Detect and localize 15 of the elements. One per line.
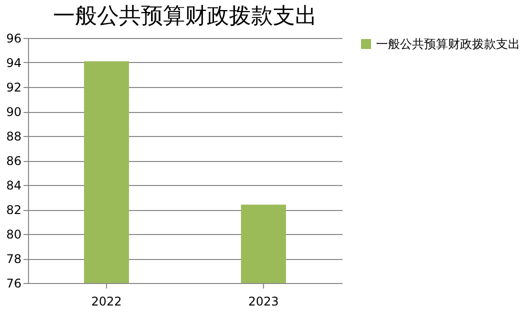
y-tick-label: 78 [6,252,22,266]
y-tick-label: 84 [6,178,22,192]
y-tick-label: 94 [6,56,22,70]
y-tick-label: 92 [6,80,22,94]
y-tick-label: 86 [6,154,22,168]
legend-label: 一般公共预算财政拨款支出 [376,37,520,51]
x-tick-label: 2022 [91,294,122,308]
y-tick-label: 88 [6,130,22,144]
chart-title: 一般公共预算财政拨款支出 [53,4,317,29]
y-tick-label: 90 [6,105,22,119]
x-tick-label: 2023 [248,294,279,308]
y-tick-label: 82 [6,203,22,217]
y-tick-label: 76 [6,276,22,290]
y-tick-label: 96 [6,32,22,46]
y-tick-label: 80 [6,228,22,242]
